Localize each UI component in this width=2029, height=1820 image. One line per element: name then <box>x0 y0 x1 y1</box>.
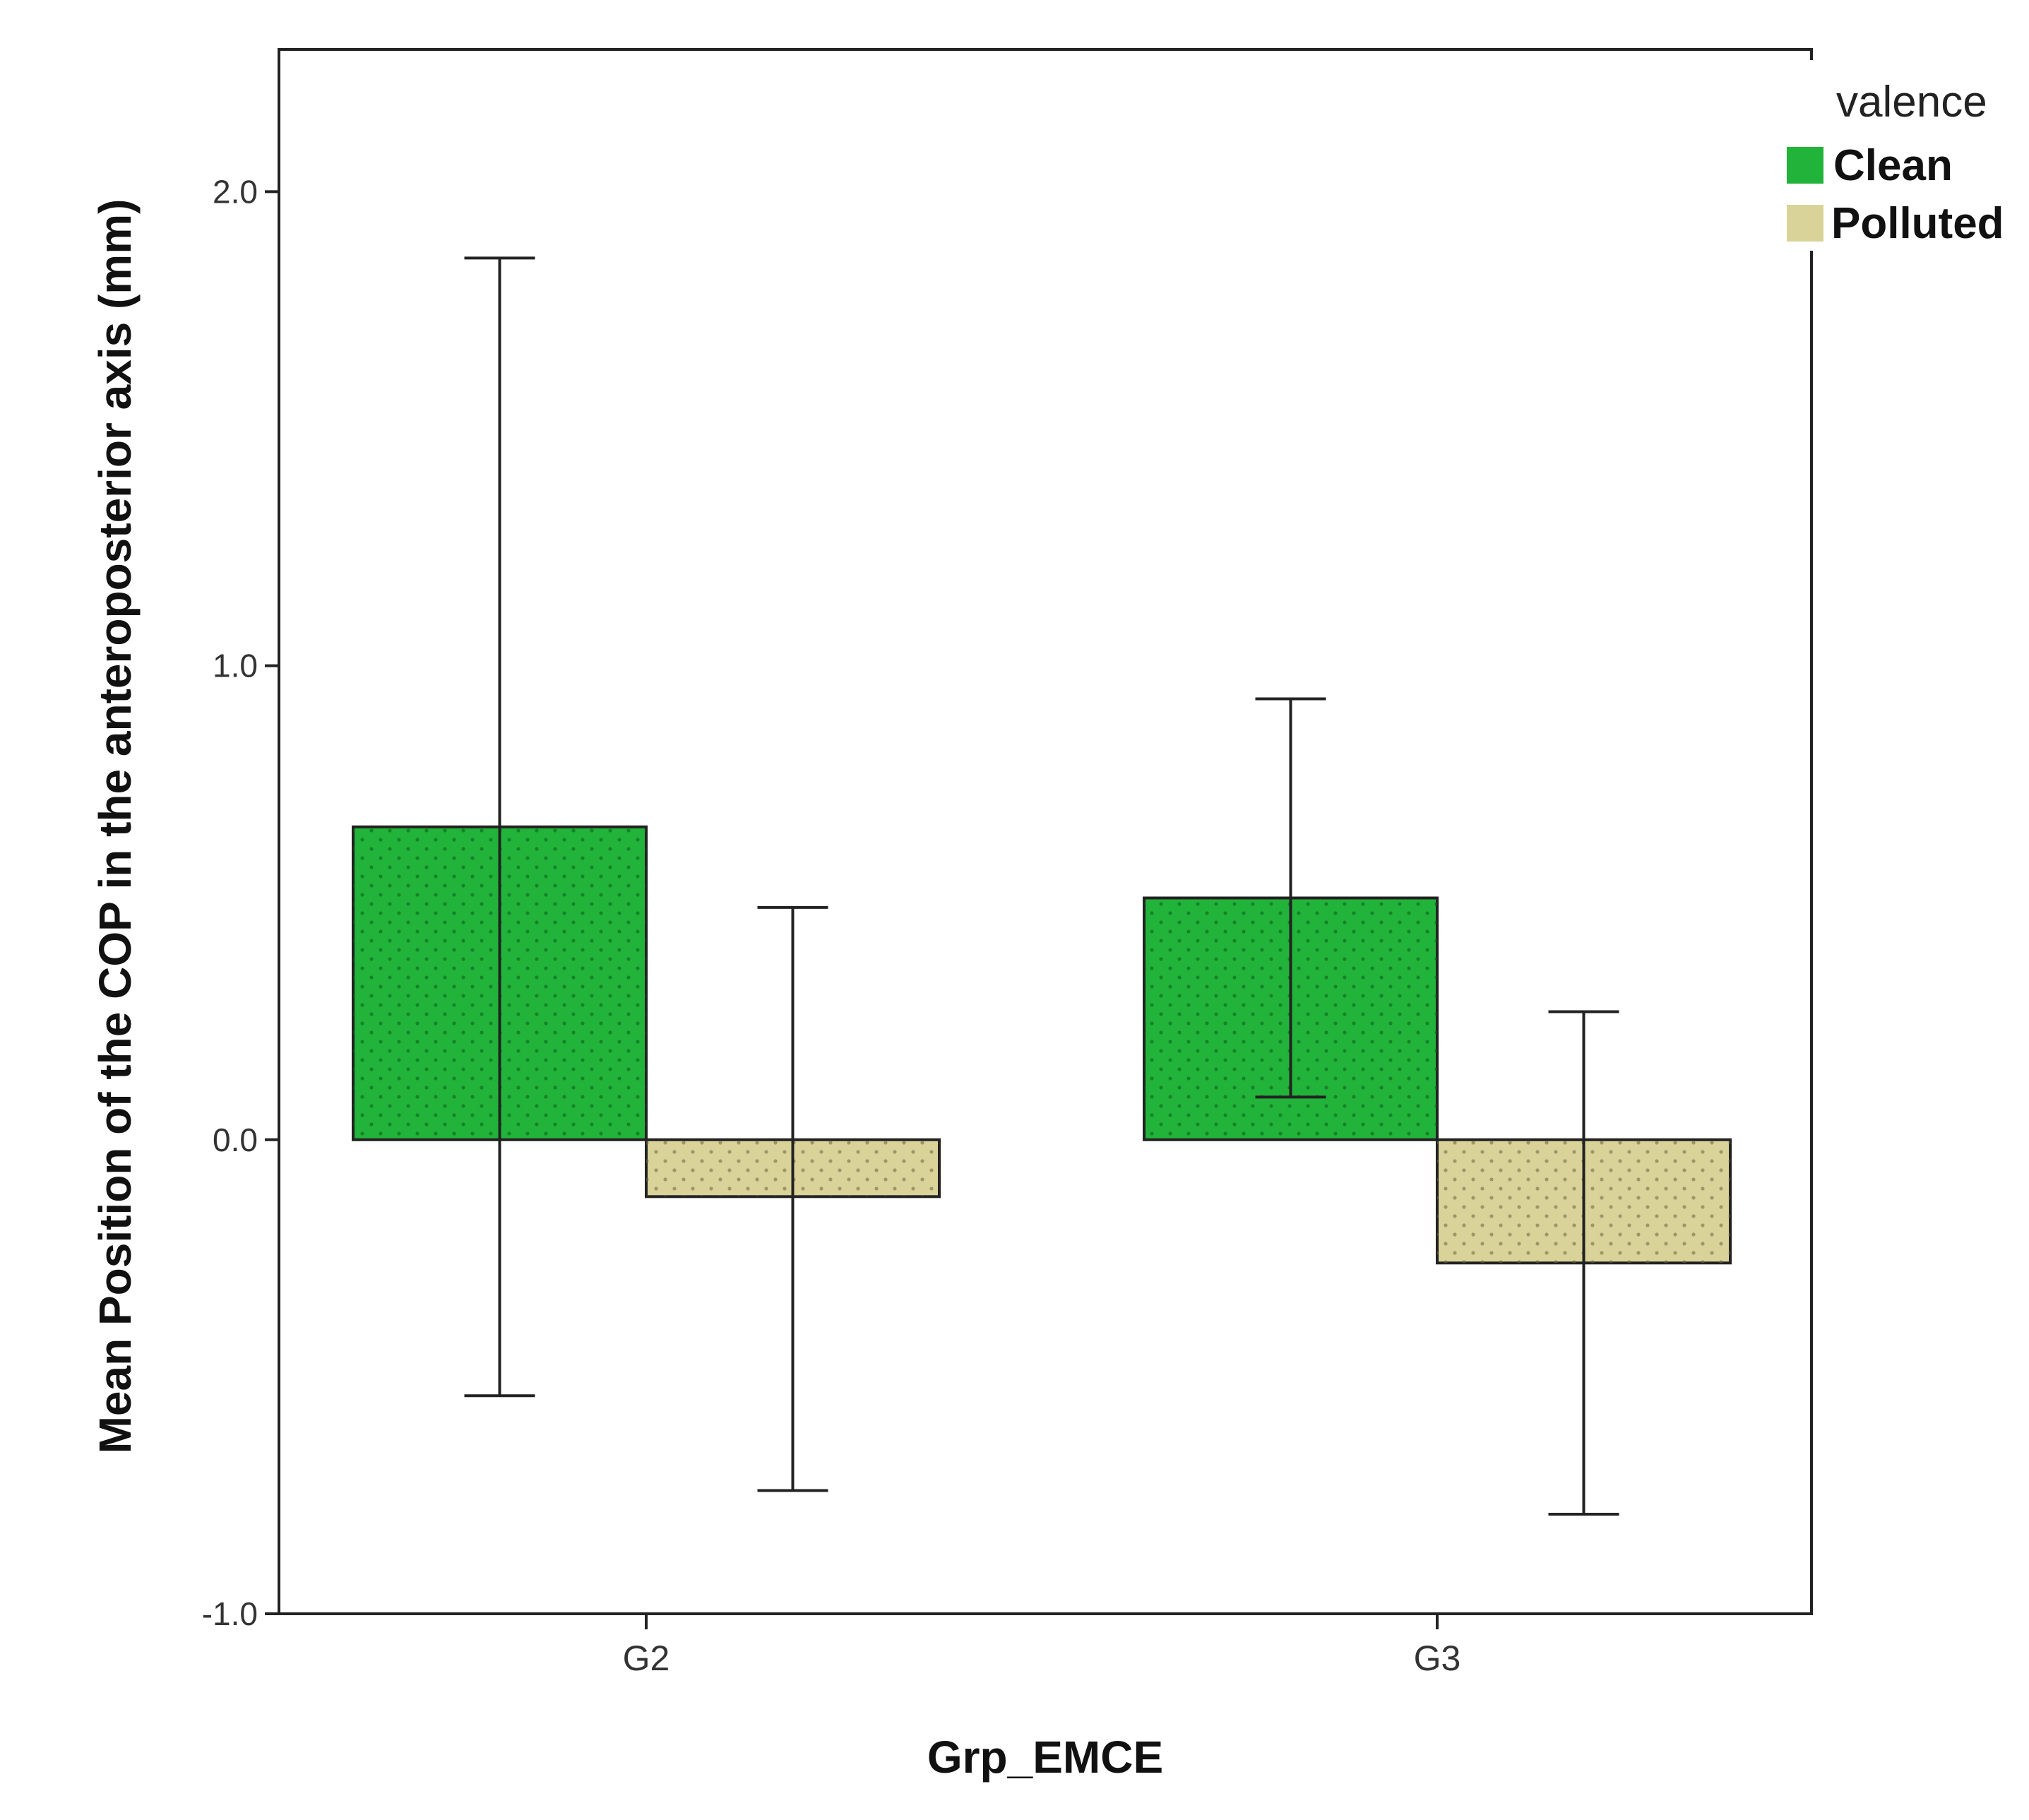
legend-label-polluted: Polluted <box>1831 199 2004 248</box>
legend: valence Clean Polluted <box>1787 60 2029 251</box>
legend-title: valence <box>1836 78 1987 126</box>
plot-frame <box>278 48 1813 1615</box>
y-tick-label: 1.0 <box>213 648 258 684</box>
x-axis-title: Grp_EMCE <box>927 1732 1163 1783</box>
y-tick-label: 0.0 <box>213 1122 258 1158</box>
y-tick-label: -1.0 <box>202 1595 258 1632</box>
x-tick-label-g3: G3 <box>1414 1638 1461 1678</box>
legend-swatch-clean <box>1787 147 1823 184</box>
y-tick-label: 2.0 <box>213 173 258 210</box>
x-tick-label-g2: G2 <box>623 1638 670 1678</box>
legend-swatch-polluted <box>1787 205 1823 242</box>
legend-label-clean: Clean <box>1833 141 1953 190</box>
y-axis-title: Mean Position of the COP in the anteropo… <box>90 199 141 1454</box>
legend-background <box>1787 60 2029 251</box>
